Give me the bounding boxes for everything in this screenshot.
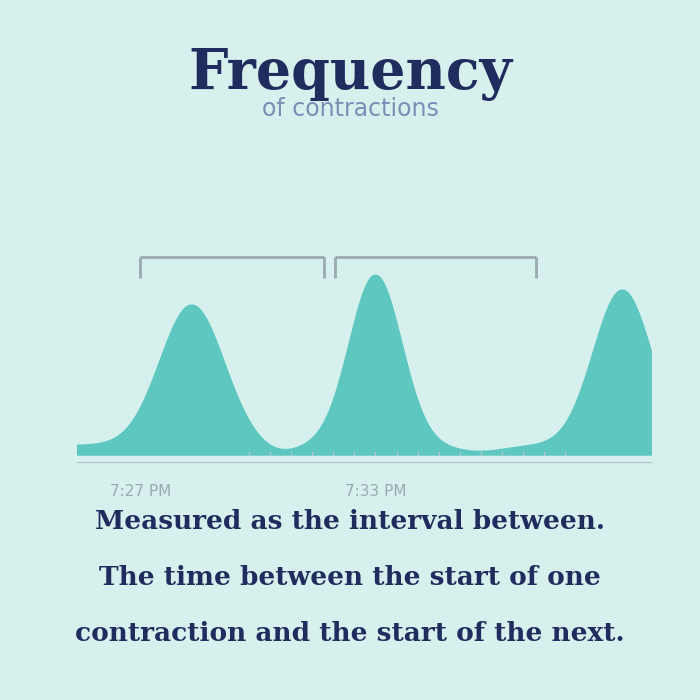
Text: of contractions: of contractions [262,97,438,120]
Text: Frequency: Frequency [188,46,512,101]
Text: Measured as the interval between.: Measured as the interval between. [95,509,605,534]
Text: 7:27 PM: 7:27 PM [109,484,171,499]
Text: The time between the start of one: The time between the start of one [99,565,601,590]
Text: contraction and the start of the next.: contraction and the start of the next. [75,621,625,646]
Text: 7:33 PM: 7:33 PM [344,484,406,499]
